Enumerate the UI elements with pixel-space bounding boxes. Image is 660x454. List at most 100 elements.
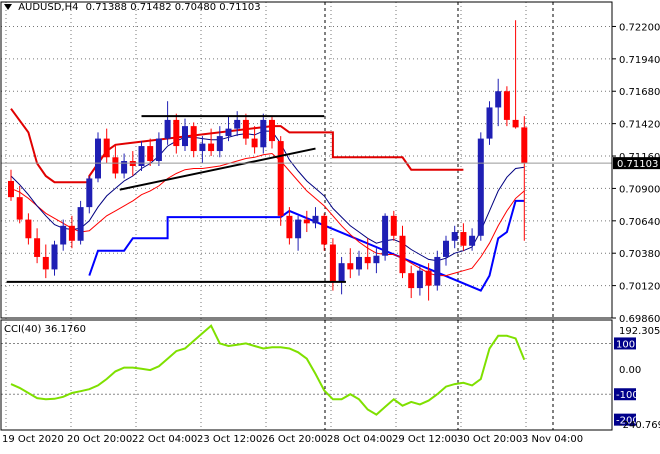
- candle-body: [373, 255, 380, 264]
- candle: [303, 210, 310, 233]
- x-tick-label: 29 Oct 12:00: [392, 434, 457, 445]
- candle: [112, 144, 119, 179]
- candle-body: [51, 244, 58, 270]
- candle-body: [260, 119, 267, 148]
- candle: [164, 101, 171, 145]
- candle: [86, 175, 93, 214]
- cci-tick-minus-100: -100: [616, 390, 639, 401]
- candle-body: [34, 238, 41, 257]
- candle-body: [443, 240, 449, 257]
- candle-body: [182, 126, 188, 147]
- candle-body: [495, 91, 502, 108]
- candle: [364, 238, 371, 270]
- y-tick-label: 0.71940: [619, 55, 660, 66]
- candle: [416, 265, 423, 296]
- candle-body: [86, 178, 93, 208]
- y-tick-label: 0.70640: [619, 217, 660, 228]
- candle-body: [486, 107, 493, 139]
- symbol-label: AUDUSD,H4: [18, 2, 79, 13]
- candle-body: [68, 225, 75, 241]
- cci-panel: [1, 324, 612, 416]
- candle: [199, 136, 206, 164]
- cci-label: CCI(40) 36.1760: [4, 324, 86, 335]
- candle-body: [208, 143, 215, 152]
- y-tick-label: 0.69860: [619, 314, 660, 325]
- candle: [408, 265, 415, 299]
- candle: [495, 78, 502, 127]
- cci-tick-100: 100: [616, 339, 635, 350]
- candle-body: [95, 138, 101, 179]
- candle-body: [503, 91, 510, 120]
- candle: [373, 248, 380, 274]
- price-frame: [0, 1, 613, 319]
- candle: [68, 215, 75, 249]
- candle-body: [382, 215, 389, 256]
- candle-body: [425, 270, 432, 286]
- candle: [451, 225, 458, 249]
- candle: [182, 118, 188, 152]
- candle: [77, 200, 84, 245]
- current-price-box: [613, 157, 660, 170]
- candle-body: [103, 138, 110, 158]
- cci-tick-minus-200: -200: [616, 416, 639, 427]
- candle-body: [356, 256, 362, 270]
- candle: [260, 113, 267, 154]
- candle: [242, 113, 249, 145]
- candle-body: [477, 138, 484, 236]
- candle: [503, 86, 510, 127]
- candle-body: [8, 180, 14, 198]
- ohlc-values: 0.71388 0.71482 0.70480 0.71103: [85, 2, 261, 13]
- x-tick-label: 20 Oct 20:00: [67, 434, 132, 445]
- y-tick-label: 0.71420: [619, 120, 660, 131]
- candle: [147, 138, 154, 166]
- candle: [399, 225, 406, 279]
- candle: [512, 20, 519, 129]
- cci-line: [10, 324, 526, 416]
- x-tick-label: 3 Nov 04:00: [522, 434, 583, 445]
- candle: [95, 132, 101, 183]
- candle-body: [60, 225, 67, 245]
- candle-body: [364, 256, 371, 264]
- candle: [225, 116, 232, 142]
- cci-frame: [0, 319, 613, 431]
- candle: [121, 153, 128, 179]
- candle: [208, 128, 215, 157]
- candle-body: [225, 128, 232, 137]
- candle: [477, 132, 484, 241]
- candle-body: [216, 136, 223, 152]
- candle: [486, 101, 493, 145]
- candle: [173, 113, 180, 154]
- candle-body: [164, 119, 171, 139]
- candle-body: [277, 141, 284, 216]
- candle: [434, 250, 441, 291]
- candle: [521, 116, 528, 241]
- y-tick-label: 0.72200: [619, 22, 660, 33]
- candle: [356, 250, 362, 276]
- triangle-down-icon[interactable]: [4, 4, 12, 10]
- trendline: [119, 147, 316, 191]
- candle-body: [42, 256, 49, 270]
- candle: [338, 256, 345, 295]
- candle-body: [121, 161, 128, 174]
- candle-body: [390, 215, 397, 236]
- y-tick-label: 0.70120: [619, 282, 660, 293]
- cci-axis-bottom: -240.7699: [619, 420, 660, 431]
- candle: [312, 207, 319, 229]
- candle-body: [138, 146, 145, 166]
- candle-body: [399, 235, 406, 274]
- price-panel: [1, 20, 612, 301]
- x-tick-label: 30 Oct 20:00: [457, 434, 522, 445]
- candle-body: [242, 119, 249, 139]
- candle-body: [408, 273, 415, 289]
- cci-tick-100-box: [614, 337, 636, 350]
- chart-header: AUDUSD,H4 0.71388 0.71482 0.70480 0.7110…: [4, 2, 261, 13]
- candle-body: [199, 143, 206, 152]
- candle: [51, 240, 58, 276]
- candle: [425, 263, 432, 301]
- candle: [251, 126, 258, 154]
- candle: [190, 122, 197, 158]
- grid: [1, 2, 612, 430]
- candle-body: [77, 207, 84, 241]
- candle: [321, 213, 328, 251]
